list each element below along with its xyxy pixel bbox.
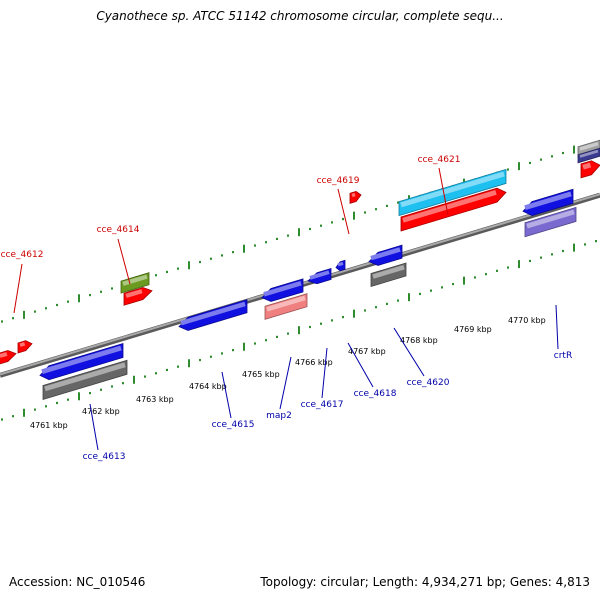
tick-label: 4763 kbp [136,395,174,404]
map-content: 4761 kbp 4762 kbp 4763 kbp 4764 kbp 4765 kbp… [0,139,600,462]
tick-label: 4768 kbp [400,336,438,345]
gene-cce-4621-red[interactable] [400,187,507,232]
gene-cce-4619-red[interactable] [349,191,362,204]
gene-red-1[interactable] [0,350,17,365]
gene-cce-4621-lightblue[interactable] [398,168,507,217]
gene-cce-4613-blue[interactable] [39,342,124,381]
gene-label-crtR[interactable]: crtR [554,304,572,361]
gene-cce-4614-red[interactable] [123,287,153,306]
topology-text: Topology: circular; Length: 4,934,271 bp… [260,575,590,589]
gene-label-cce-4613[interactable]: cce_4613 [83,403,126,462]
gene-cce-4617-blue[interactable] [307,267,332,285]
tick-label: 4764 kbp [189,382,227,391]
gene-red-2[interactable] [17,340,33,354]
accession-text: Accession: NC_010546 [9,575,146,589]
gene-crtR-blue[interactable] [522,188,574,217]
svg-text:cce_4617: cce_4617 [301,400,344,410]
gene-label-cce-4617[interactable]: cce_4617 [301,347,344,410]
gene-label-cce-4615[interactable]: cce_4615 [212,371,255,430]
tick-label: 4762 kbp [82,407,120,416]
svg-text:cce_4615: cce_4615 [212,420,255,430]
gene-label-map2[interactable]: map2 [266,356,292,421]
svg-text:cce_4613: cce_4613 [83,452,126,462]
svg-text:crtR: crtR [554,351,572,361]
gene-label-cce-4620[interactable]: cce_4620 [393,327,450,388]
tick-label: 4770 kbp [508,316,546,325]
gene-map2-blue[interactable] [261,278,304,302]
viewer-title: Cyanothece sp. ATCC 51142 chromosome cir… [96,9,504,23]
tick-label: 4761 kbp [30,421,68,430]
svg-text:map2: map2 [266,411,292,421]
svg-text:cce_4612: cce_4612 [1,250,44,260]
gene-map2-salmon[interactable] [264,293,308,320]
svg-text:cce_4618: cce_4618 [354,389,397,399]
gene-cce-4620-gray[interactable] [370,262,407,288]
gene-cce-4613-gray[interactable] [42,359,128,401]
gene-cce-4615-blue[interactable] [178,299,248,331]
gene-cce-4620-blue[interactable] [368,244,403,266]
svg-text:cce_4621: cce_4621 [418,155,461,165]
tick-label: 4767 kbp [348,347,386,356]
gene-label-cce-4618[interactable]: cce_4618 [347,342,397,399]
gene-label-cce-4612[interactable]: cce_4612 [1,250,44,314]
gene-label-cce-4619[interactable]: cce_4619 [317,176,360,235]
tick-label: 4769 kbp [454,325,492,334]
tick-label: 4765 kbp [242,370,280,379]
gene-cce-4618-blue[interactable] [335,259,346,272]
gene-label-cce-4621[interactable]: cce_4621 [418,155,461,216]
gene-edge-navy[interactable] [577,147,600,164]
gene-cce-4614-olive[interactable] [120,272,150,294]
svg-text:cce_4619: cce_4619 [317,176,360,186]
gene-label-cce-4614[interactable]: cce_4614 [97,225,140,285]
svg-text:cce_4620: cce_4620 [407,378,450,388]
tick-label: 4766 kbp [295,358,333,367]
svg-text:cce_4614: cce_4614 [97,225,140,235]
gene-crtR-lavender[interactable] [524,206,577,238]
gene-edge-red[interactable] [580,160,600,179]
gene-edge-gray[interactable] [577,139,600,158]
